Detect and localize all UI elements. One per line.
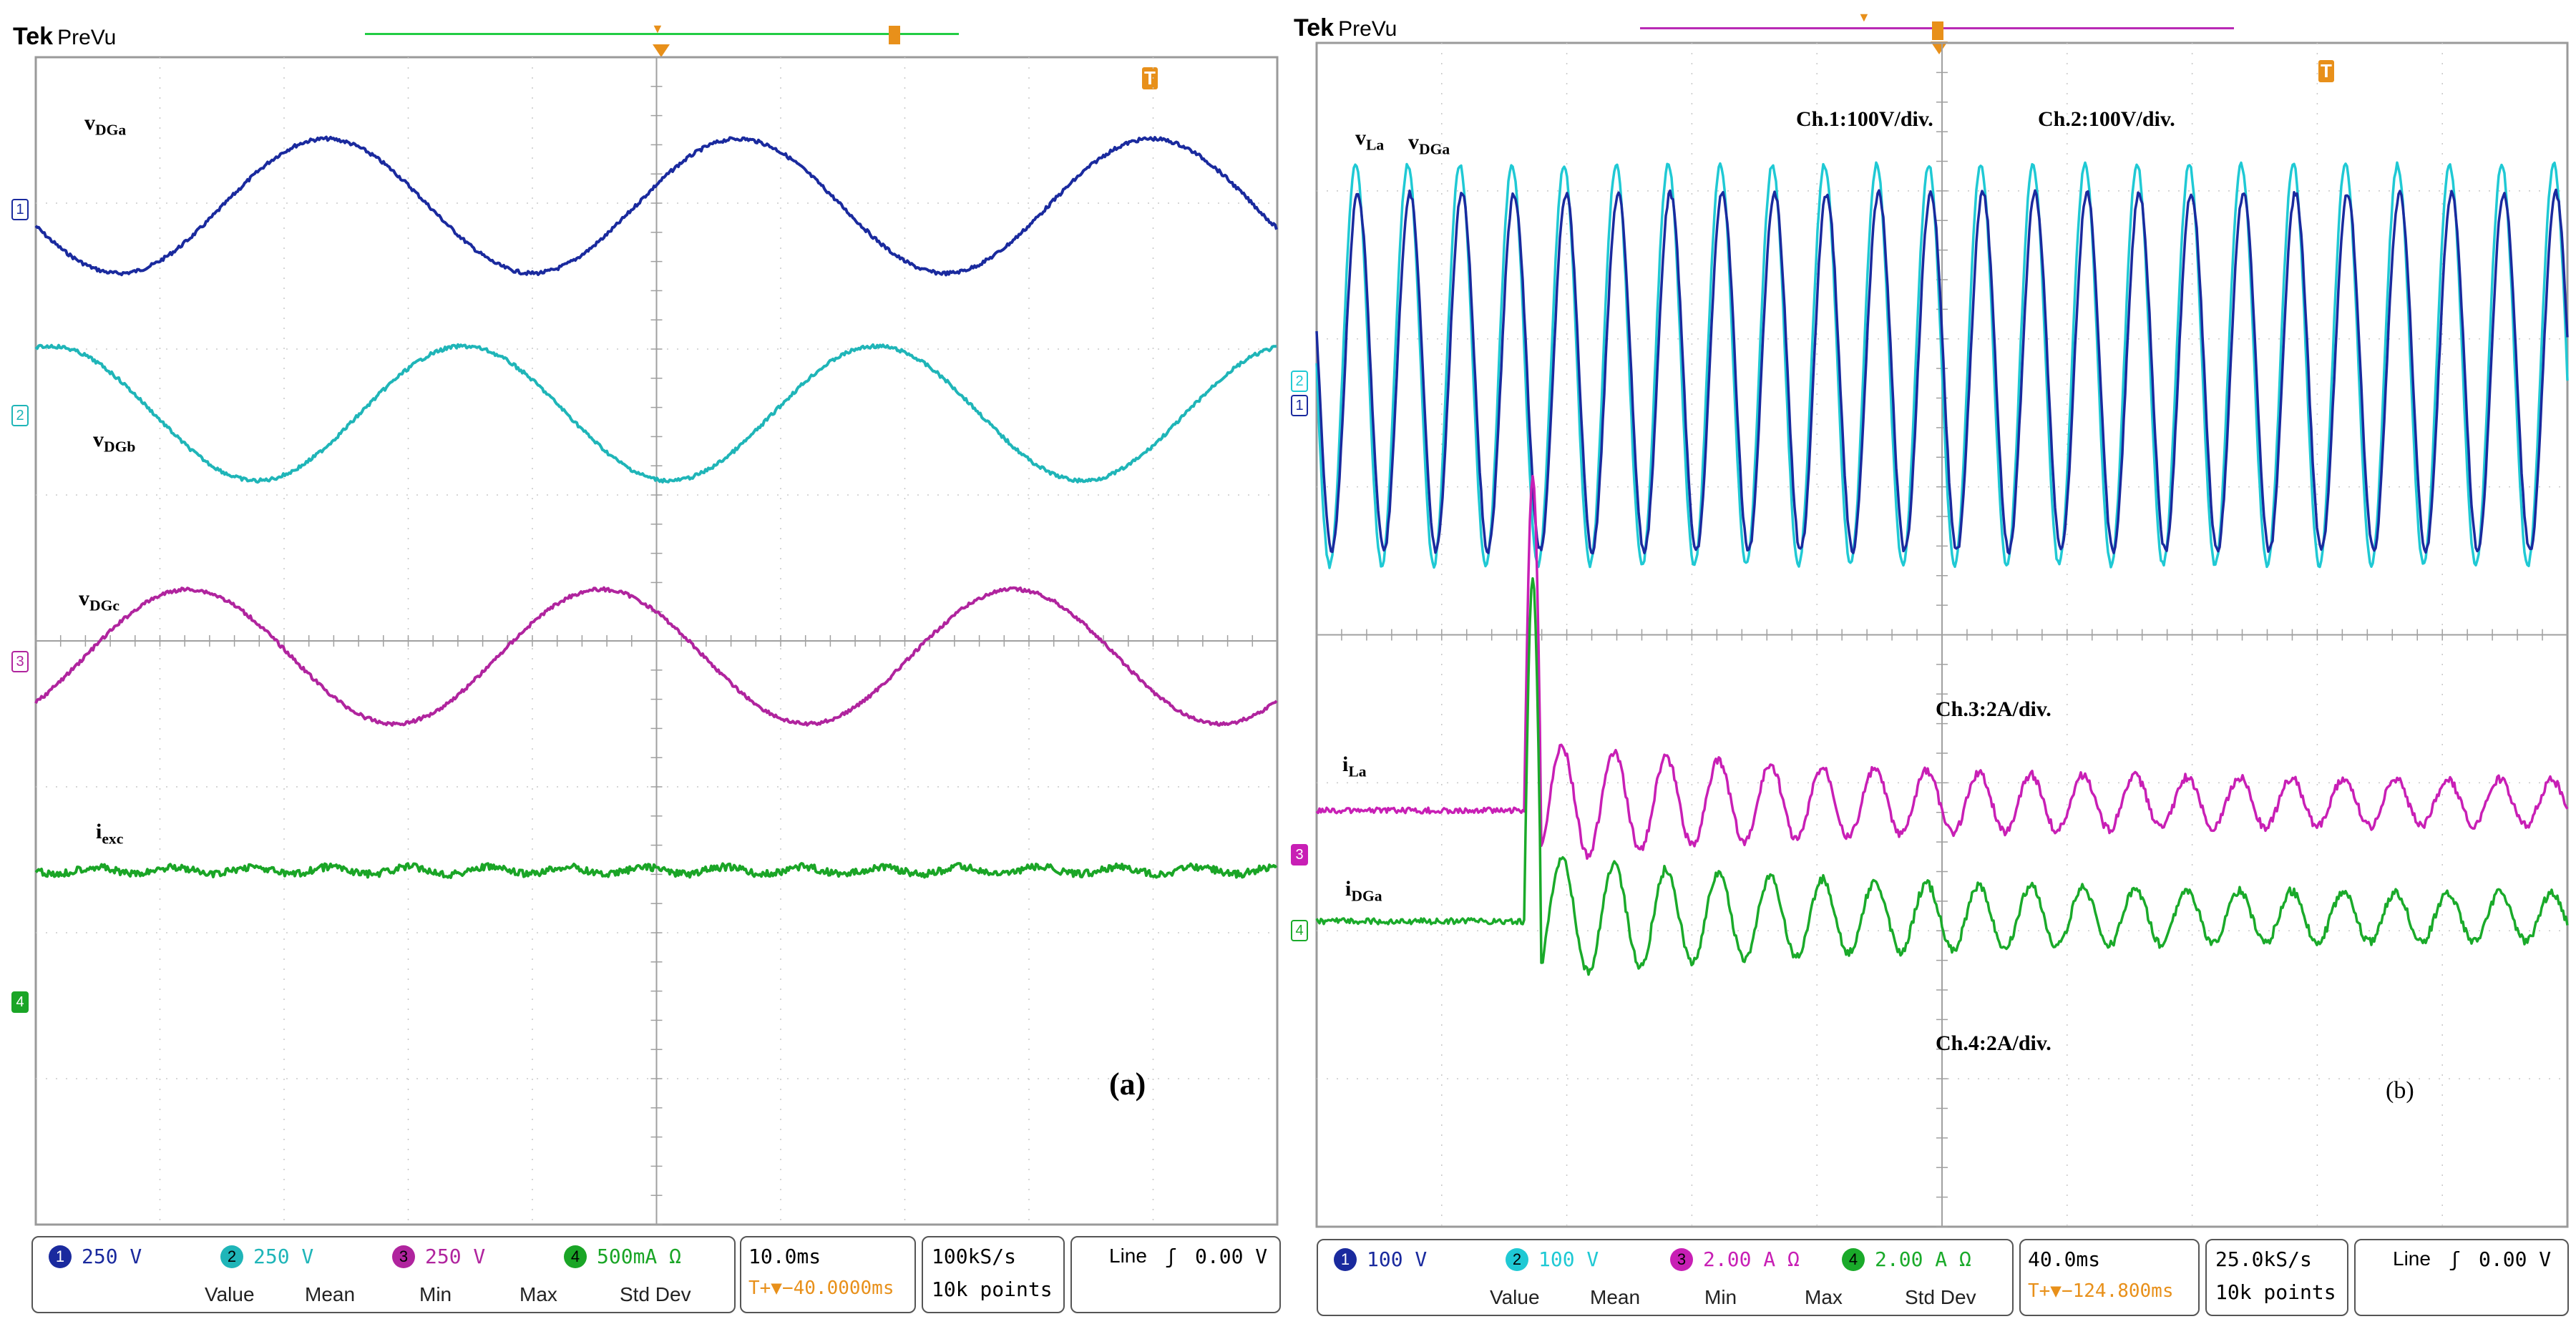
waveform-display-a	[34, 56, 1279, 1226]
channel-readout-box-b: 1 100 V 2 100 V 3 2.00 A Ω 4 2.00 A Ω Value …	[1317, 1239, 2014, 1316]
timebase-a: 10.0ms	[748, 1245, 821, 1268]
label-vdgc-a: vDGc	[79, 587, 119, 614]
trace-vdga-a	[34, 135, 1278, 277]
trigger-time-marker-a	[653, 44, 670, 57]
status-bar-a: 1 250 V 2 250 V 3 250 V 4 500mA Ω Value Mean…	[0, 1236, 1288, 1315]
channel-marker-4-a: 4	[11, 991, 29, 1013]
measure-stddev-b: Std Dev	[1905, 1286, 1976, 1308]
measure-value-b: Value	[1490, 1286, 1540, 1308]
ch4-readout-b: 4 2.00 A Ω	[1842, 1247, 1971, 1271]
label-ila-b: iLa	[1342, 752, 1367, 780]
channel-marker-3-b: 3	[1291, 844, 1308, 865]
ch3-readout-a: 3 250 V	[392, 1245, 485, 1268]
record-length-a: 10k points	[932, 1278, 1053, 1301]
label-vdga-a: vDGa	[84, 111, 127, 139]
graticule-a	[34, 56, 1279, 1226]
channel-marker-2-a: 2	[11, 405, 29, 426]
trigger-position-a: T+▼−40.0000ms	[748, 1278, 894, 1299]
channel-marker-3-a: 3	[11, 651, 29, 672]
trigger-level-marker-a: T	[1142, 67, 1158, 89]
trigger-slope-icon-b: ʃ	[2449, 1247, 2461, 1271]
ch2-readout-b: 2 100 V	[1506, 1247, 1599, 1271]
panel-label-b: (b)	[2386, 1077, 2414, 1104]
sample-rate-box-b: 25.0kS/s 10k points	[2205, 1239, 2348, 1316]
trigger-position-b: T+▼−124.800ms	[2028, 1280, 2174, 1302]
trigger-level-b: 0.00 V	[2479, 1247, 2552, 1271]
status-bar-b: 1 100 V 2 100 V 3 2.00 A Ω 4 2.00 A Ω Value …	[1288, 1239, 2576, 1318]
record-pos-marker-b	[1932, 21, 1943, 40]
ch4-readout-a: 4 500mA Ω	[564, 1245, 681, 1268]
ch3-readout-b: 3 2.00 A Ω	[1670, 1247, 1800, 1271]
trigger-level-marker-b: T	[2318, 60, 2334, 82]
label-idga-b: iDGa	[1345, 877, 1382, 905]
timebase-box-a: 10.0ms T+▼−40.0000ms	[740, 1236, 916, 1313]
trigger-box-b: Line ʃ 0.00 V	[2354, 1239, 2569, 1316]
annotation-ch2-b: Ch.2:100V/div.	[2038, 107, 2175, 131]
annotation-ch3-b: Ch.3:2A/div.	[1936, 697, 2051, 721]
trigger-pos-arrow-b: ▼	[1858, 10, 1870, 24]
traces-a	[34, 135, 1278, 879]
trace-idga-b	[1315, 577, 2569, 976]
trace-vdgb-a	[34, 343, 1277, 484]
annotation-ch4-b: Ch.4:2A/div.	[1936, 1031, 2051, 1055]
timebase-b: 40.0ms	[2028, 1247, 2101, 1271]
trigger-source-b: Line	[2393, 1247, 2431, 1270]
scope-panel-a: Tek PreVu ▼ T vDGa vDGb vDGc iexc (a) 1 2…	[0, 21, 1288, 1315]
measure-mean-a: Mean	[305, 1283, 356, 1305]
trace-vdgc-a	[34, 586, 1278, 727]
measure-mean-b: Mean	[1590, 1286, 1641, 1308]
trace-vdga-b	[1315, 188, 2569, 555]
sample-rate-a: 100kS/s	[932, 1245, 1017, 1268]
trigger-slope-icon-a: ʃ	[1165, 1245, 1177, 1268]
brand-label-b: Tek PreVu	[1294, 14, 1397, 41]
sample-rate-box-a: 100kS/s 10k points	[922, 1236, 1065, 1313]
record-pos-marker-a	[889, 26, 900, 44]
trigger-pos-arrow-a: ▼	[651, 21, 664, 36]
trace-vla-b	[1315, 161, 2569, 569]
timebase-box-b: 40.0ms T+▼−124.800ms	[2019, 1239, 2200, 1316]
scope-panel-b: Tek PreVu ▼ T vLa vDGa iLa iDGa Ch.1:100V…	[1288, 0, 2576, 1324]
channel-marker-1-b: 1	[1291, 395, 1308, 416]
waveform-display-b	[1315, 41, 2569, 1228]
trigger-level-a: 0.00 V	[1195, 1245, 1268, 1268]
label-vla-b: vLa	[1355, 126, 1385, 154]
trace-iexc-a	[34, 862, 1278, 879]
label-vdgb-a: vDGb	[93, 428, 136, 456]
trigger-time-marker-b	[1931, 41, 1948, 54]
label-vdga-b: vDGa	[1408, 130, 1450, 158]
record-length-b: 10k points	[2215, 1280, 2336, 1304]
trigger-source-a: Line	[1109, 1245, 1147, 1267]
ch2-readout-a: 2 250 V	[220, 1245, 313, 1268]
ch1-readout-a: 1 250 V	[49, 1245, 142, 1268]
measure-min-a: Min	[419, 1283, 452, 1305]
label-iexc-a: iexc	[96, 820, 124, 848]
measure-max-b: Max	[1805, 1286, 1843, 1308]
record-bar-a	[365, 33, 959, 35]
annotation-ch1-b: Ch.1:100V/div.	[1796, 107, 1933, 131]
measure-stddev-a: Std Dev	[620, 1283, 691, 1305]
panel-label-a: (a)	[1109, 1066, 1146, 1102]
measure-min-b: Min	[1704, 1286, 1737, 1308]
channel-marker-1-a: 1	[11, 199, 29, 220]
trace-ila-b	[1315, 474, 2569, 860]
channel-marker-4-b: 4	[1291, 920, 1308, 941]
channel-marker-2-b: 2	[1291, 371, 1308, 392]
traces-b	[1315, 161, 2569, 976]
ch1-readout-b: 1 100 V	[1334, 1247, 1427, 1271]
brand-label-a: Tek PreVu	[13, 23, 117, 50]
measure-max-a: Max	[519, 1283, 557, 1305]
channel-readout-box-a: 1 250 V 2 250 V 3 250 V 4 500mA Ω Value Mean…	[31, 1236, 736, 1313]
measure-value-a: Value	[205, 1283, 255, 1305]
trigger-box-a: Line ʃ 0.00 V	[1070, 1236, 1281, 1313]
graticule-b	[1315, 41, 2569, 1228]
sample-rate-b: 25.0kS/s	[2215, 1247, 2312, 1271]
